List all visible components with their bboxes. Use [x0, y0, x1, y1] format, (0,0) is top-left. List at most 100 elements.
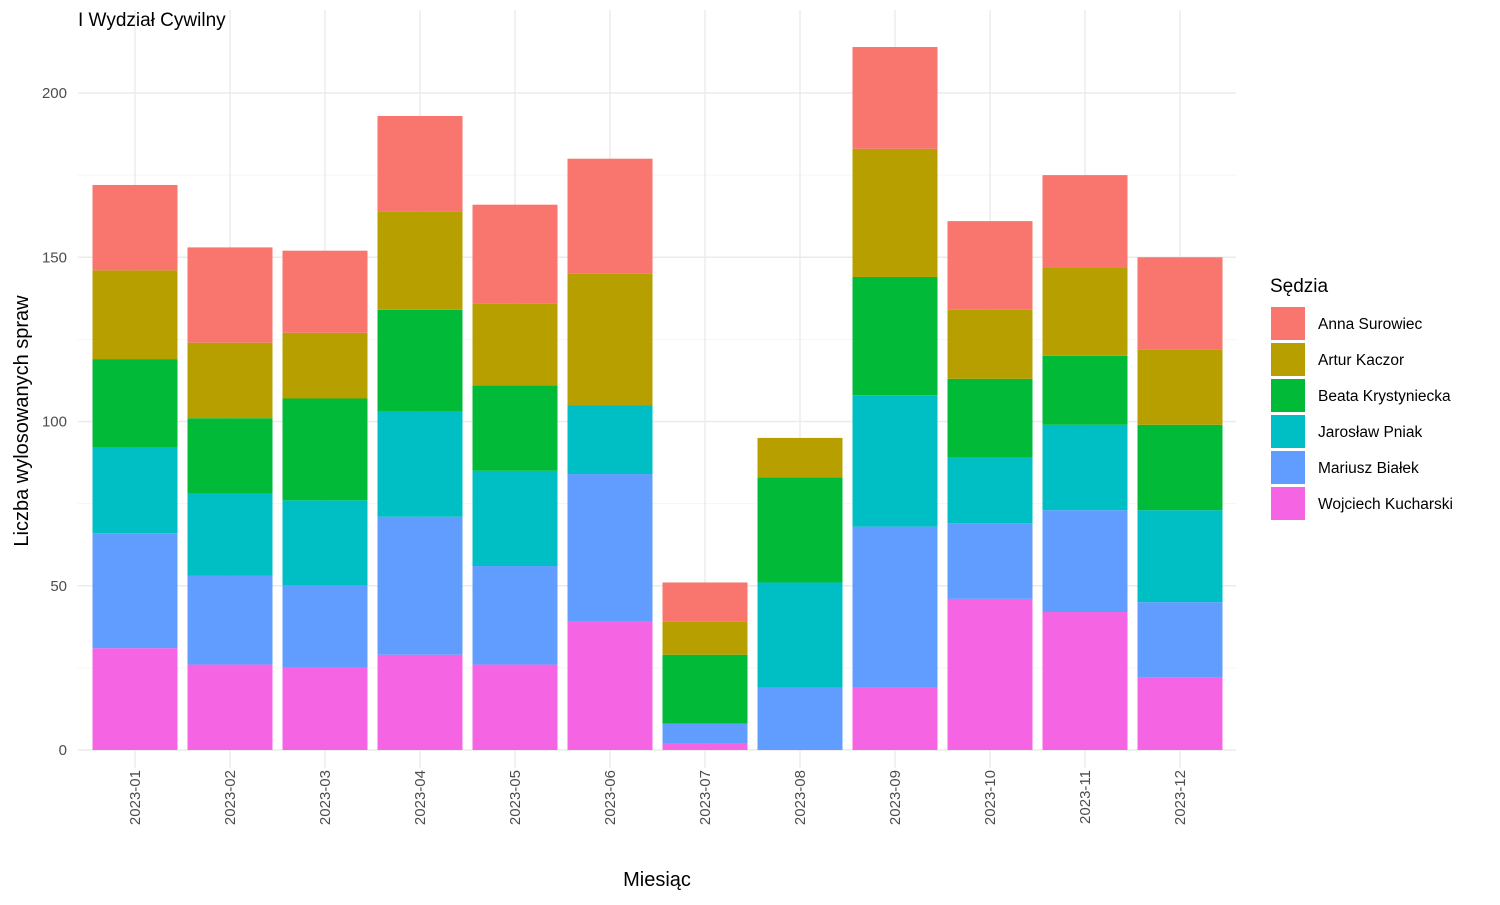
x-tick-label: 2023-10 [982, 770, 999, 825]
bar-segment [187, 418, 273, 494]
bar-segment [187, 664, 273, 750]
chart-title: I Wydział Cywilny [78, 10, 226, 31]
legend-label: Mariusz Białek [1318, 460, 1419, 477]
bar-segment [282, 250, 368, 333]
x-tick-label: 2023-02 [222, 770, 239, 825]
bar-segment [377, 115, 463, 212]
bar-segment [947, 598, 1033, 750]
bar-segment [92, 648, 178, 750]
bar-segment [92, 447, 178, 534]
y-tick-label: 150 [42, 249, 67, 266]
bar-segment [662, 582, 748, 622]
legend-key [1271, 415, 1305, 448]
bar-segment [852, 395, 938, 527]
bar-segment [1137, 424, 1223, 511]
x-tick-label: 2023-01 [127, 770, 144, 825]
legend-label: Artur Kaczor [1318, 352, 1404, 369]
bar-segment [662, 621, 748, 655]
bar-segment [472, 204, 558, 304]
x-tick-label: 2023-07 [697, 770, 714, 825]
bar-segment [1042, 175, 1128, 268]
bar-segment [1137, 677, 1223, 750]
bar-segment [1137, 510, 1223, 603]
bar-segment [282, 500, 368, 586]
x-axis-title: Miesiąc [623, 869, 691, 891]
bar-segment [187, 575, 273, 665]
bar-segment [947, 309, 1033, 379]
bar-segment [757, 582, 843, 688]
y-tick-label: 50 [50, 578, 67, 595]
x-tick-label: 2023-04 [412, 770, 429, 825]
bar-segment [1137, 602, 1223, 678]
y-tick-label: 100 [42, 414, 67, 431]
bar-segment [1042, 267, 1128, 356]
bar-segment [567, 405, 653, 475]
bars [92, 47, 1223, 750]
bar-segment [92, 359, 178, 448]
bar-segment [377, 411, 463, 517]
bar-segment [377, 309, 463, 412]
bar-segment [187, 342, 273, 419]
y-tick-label: 0 [59, 742, 67, 759]
bar-segment [757, 687, 843, 750]
bar-segment [852, 526, 938, 688]
legend-key [1271, 307, 1305, 340]
x-tick-label: 2023-06 [602, 770, 619, 825]
bar-segment [662, 743, 748, 750]
legend-key [1271, 343, 1305, 376]
bar-segment [947, 378, 1033, 458]
bar-segment [567, 273, 653, 406]
bar-segment [377, 211, 463, 310]
bar-segment [187, 493, 273, 576]
bar-segment [92, 184, 178, 271]
bar-segment [1137, 257, 1223, 350]
legend: Sędzia Anna Surowiec Artur Kaczor Beata Kr… [1270, 276, 1453, 520]
bar-segment [472, 385, 558, 471]
bar-segment [662, 723, 748, 744]
bar-segment [757, 437, 843, 478]
bar-segment [377, 516, 463, 655]
bar-segment [92, 533, 178, 649]
bar-segment [852, 47, 938, 149]
bar-segment [947, 523, 1033, 599]
y-tick-label: 200 [42, 85, 67, 102]
bar-segment [282, 398, 368, 501]
bar-segment [947, 457, 1033, 524]
x-tick-label: 2023-09 [887, 770, 904, 825]
x-axis-ticks: 2023-01 2023-02 2023-03 2023-04 2023-05 2023-… [127, 770, 1189, 825]
y-axis-ticks: 0 50 100 150 200 [42, 85, 67, 759]
x-tick-label: 2023-05 [507, 770, 524, 825]
bar-segment [1042, 355, 1128, 425]
bar-segment [377, 654, 463, 750]
bar-segment [852, 148, 938, 277]
bar-segment [1042, 612, 1128, 750]
x-tick-label: 2023-12 [1172, 770, 1189, 825]
x-tick-label: 2023-03 [317, 770, 334, 825]
legend-label: Beata Krystyniecka [1318, 388, 1451, 405]
bar-segment [282, 585, 368, 668]
bar-segment [567, 158, 653, 274]
bar-segment [947, 221, 1033, 310]
bar-segment [1042, 510, 1128, 613]
x-tick-label: 2023-08 [792, 770, 809, 825]
bar-segment [662, 654, 748, 724]
bar-segment [282, 332, 368, 399]
y-axis-title: Liczba wylosowanych spraw [11, 295, 33, 547]
bar-segment [472, 566, 558, 665]
x-tick-label: 2023-11 [1077, 770, 1094, 824]
legend-key [1271, 487, 1305, 520]
legend-key [1271, 451, 1305, 484]
bar-segment [472, 470, 558, 567]
legend-label: Anna Surowiec [1318, 316, 1423, 333]
bar-segment [567, 621, 653, 750]
bar-segment [187, 247, 273, 343]
bar-segment [757, 477, 843, 583]
legend-title: Sędzia [1270, 276, 1329, 297]
bar-segment [1042, 424, 1128, 511]
legend-key [1271, 379, 1305, 412]
bar-segment [472, 664, 558, 750]
bar-segment [852, 276, 938, 396]
bar-segment [567, 474, 653, 622]
